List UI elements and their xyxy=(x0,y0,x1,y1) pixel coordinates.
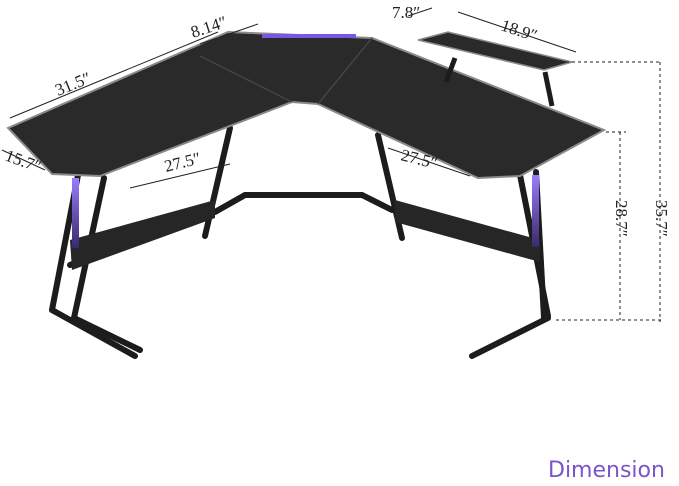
dim-shelf-depth: 7.8″ xyxy=(392,3,420,22)
dim-shelf-width: 18.9″ xyxy=(499,16,540,45)
right-leg-panel xyxy=(395,200,540,262)
caption: Dimension xyxy=(548,458,665,483)
dim-total-height: 35.7″ xyxy=(652,200,671,237)
left-leg-panel xyxy=(70,200,215,270)
right-led-strip xyxy=(532,175,539,247)
left-led-strip xyxy=(72,178,79,248)
dim-desk-height: 28.7″ xyxy=(612,200,631,237)
dimension-lines xyxy=(1,7,662,322)
monitor-shelf xyxy=(417,31,575,71)
